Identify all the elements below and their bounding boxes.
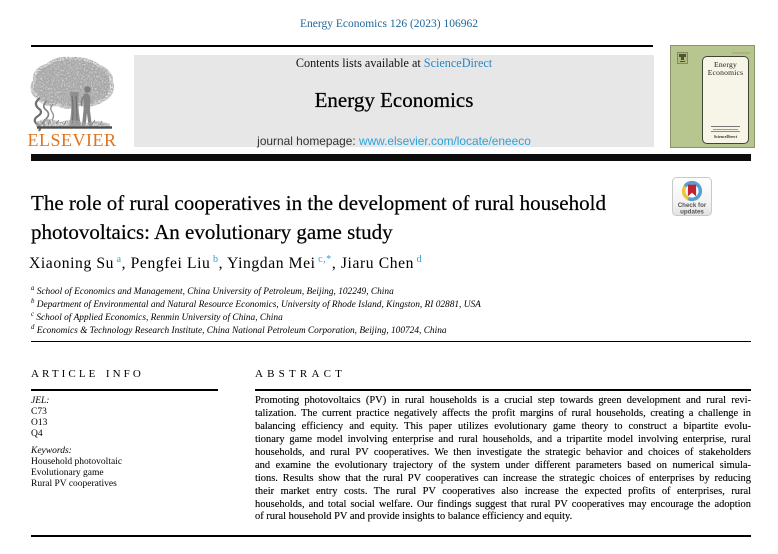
svg-text:updates: updates	[680, 208, 704, 215]
svg-text:Check for: Check for	[678, 202, 707, 209]
